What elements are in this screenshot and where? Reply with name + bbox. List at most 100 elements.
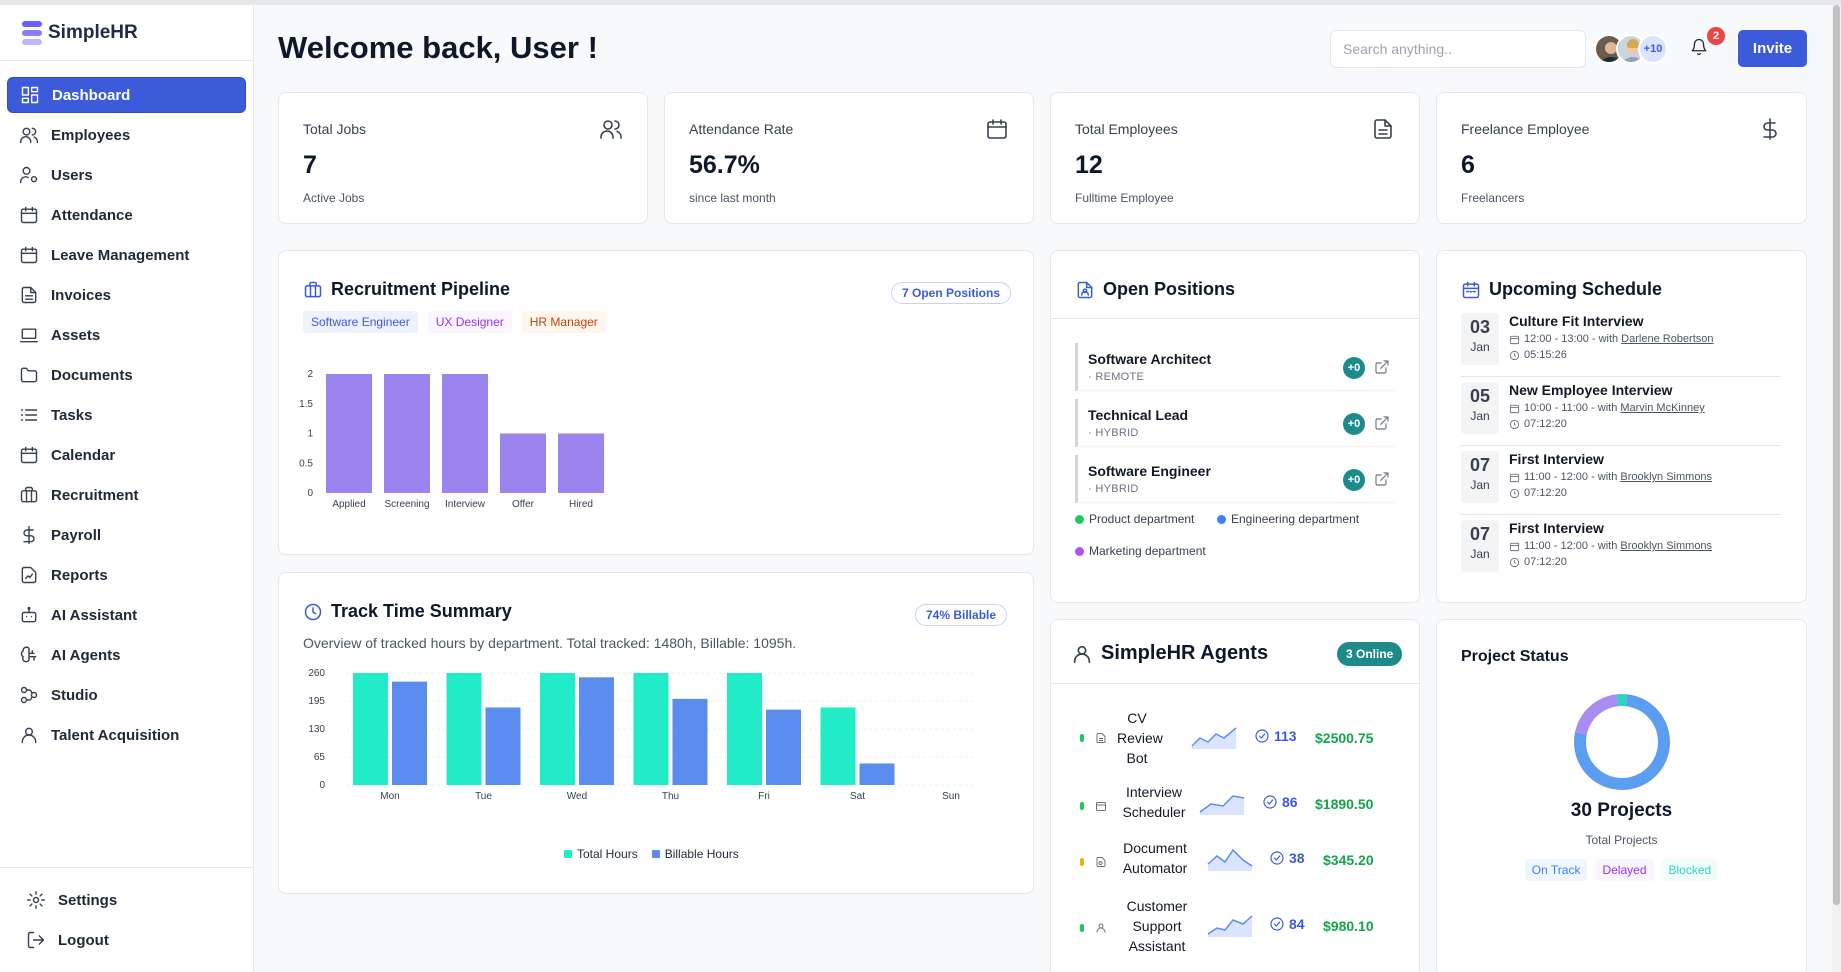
clock-icon: [1509, 557, 1520, 567]
clock-icon: [1509, 488, 1520, 498]
bot-icon: [21, 606, 37, 623]
bar-billable-hours-mon[interactable]: [392, 681, 427, 785]
sidebar-item-users[interactable]: Users: [7, 157, 246, 193]
status-tag-on-track[interactable]: On Track: [1524, 859, 1588, 881]
sidebar-item-employees[interactable]: Employees: [7, 117, 246, 153]
position-title: Software Architect: [1088, 351, 1212, 367]
legend-swatch: [651, 850, 660, 858]
sidebar-item-ai-agents[interactable]: AI Agents: [7, 637, 246, 673]
briefcase-icon: [20, 486, 38, 503]
bar-interview[interactable]: [442, 374, 488, 493]
bar-total-hours-thu[interactable]: [633, 673, 669, 785]
bar-billable-hours-fri[interactable]: [766, 709, 801, 785]
bar-applied[interactable]: [326, 374, 372, 493]
agent-status-dot: [1080, 802, 1084, 810]
users-icon: [19, 127, 39, 144]
recruitment-pipeline-card: Recruitment Pipeline 7 Open Positions So…: [278, 250, 1034, 555]
sidebar-item-logout[interactable]: Logout: [18, 922, 254, 958]
sidebar-item-dashboard[interactable]: Dashboard: [7, 77, 246, 113]
schedule-event[interactable]: 03 Jan Culture Fit Interview 12:00 - 13:0…: [1461, 309, 1781, 377]
notifications-button[interactable]: 2: [1690, 27, 1725, 62]
sidebar-item-payroll[interactable]: Payroll: [7, 517, 246, 553]
role-tag[interactable]: Software Engineer: [303, 311, 418, 333]
stat-card-freelance-employee: Freelance Employee 6 Freelancers: [1436, 92, 1807, 224]
external-link-icon[interactable]: [1374, 415, 1390, 431]
sidebar-item-talent-acquisition[interactable]: Talent Acquisition: [7, 717, 246, 753]
schedule-event[interactable]: 05 Jan New Employee Interview 10:00 - 11:…: [1461, 378, 1781, 446]
bar-offer[interactable]: [500, 433, 546, 494]
event-remaining: 05:15:26: [1524, 349, 1567, 361]
search-input[interactable]: [1330, 30, 1586, 68]
agent-row-cv-review-bot[interactable]: CV Review Bot 113 $2500.75: [1051, 708, 1419, 768]
briefcase-icon: [304, 281, 322, 297]
sidebar-item-attendance[interactable]: Attendance: [7, 197, 246, 233]
sidebar-item-label: Attendance: [51, 206, 133, 224]
bar-hired[interactable]: [558, 433, 604, 494]
bar-total-hours-wed[interactable]: [540, 673, 575, 785]
bar-total-hours-sat[interactable]: [820, 707, 856, 785]
schedule-event[interactable]: 07 Jan First Interview 11:00 - 12:00 - wi…: [1461, 447, 1781, 515]
bar-total-hours-tue[interactable]: [446, 673, 482, 785]
position-item[interactable]: Software Engineer · HYBRID +0: [1075, 455, 1395, 503]
agent-row-document-automator[interactable]: Document Automator 38 $345.20: [1051, 838, 1419, 898]
invite-button[interactable]: Invite: [1738, 30, 1807, 67]
position-item[interactable]: Technical Lead · HYBRID +0: [1075, 399, 1395, 447]
bar-total-hours-mon[interactable]: [353, 673, 388, 785]
sidebar-item-settings[interactable]: Settings: [18, 882, 254, 918]
agent-row-customer-support-assistant[interactable]: Customer Support Assistant 84 $980.10: [1051, 896, 1419, 956]
event-person-link[interactable]: Darlene Robertson: [1621, 333, 1714, 345]
brand[interactable]: SimpleHR: [0, 5, 253, 61]
sidebar-item-leave-management[interactable]: Leave Management: [7, 237, 246, 273]
bar-screening[interactable]: [384, 374, 430, 493]
external-link-icon[interactable]: [1374, 359, 1390, 375]
status-tag-blocked[interactable]: Blocked: [1661, 859, 1719, 881]
sidebar-item-label: Employees: [51, 126, 131, 144]
role-tag[interactable]: UX Designer: [427, 311, 512, 333]
sidebar-item-assets[interactable]: Assets: [7, 317, 246, 353]
sidebar-bottom: Settings Logout: [0, 867, 254, 962]
donut-slice-delayed[interactable]: [1575, 694, 1619, 735]
external-link-icon[interactable]: [1374, 471, 1390, 487]
department-dot: [1217, 514, 1226, 524]
donut-slice-on-track[interactable]: [1574, 694, 1670, 790]
department-dot: [1075, 514, 1084, 524]
sidebar-item-documents[interactable]: Documents: [7, 357, 246, 393]
status-tag-delayed[interactable]: Delayed: [1595, 859, 1654, 881]
agent-sparkline: [1199, 795, 1245, 815]
role-tag[interactable]: HR Manager: [521, 311, 606, 333]
schedule-event[interactable]: 07 Jan First Interview 11:00 - 12:00 - wi…: [1461, 516, 1781, 584]
sidebar-item-invoices[interactable]: Invoices: [7, 277, 246, 313]
agent-row-interview-scheduler[interactable]: Interview Scheduler 86 $1890.50: [1051, 782, 1419, 842]
avatar-more-count[interactable]: +10: [1638, 34, 1668, 64]
legend-label: Billable Hours: [664, 847, 739, 861]
x-tick-label: Applied: [332, 499, 365, 510]
position-item[interactable]: Software Architect · REMOTE +0: [1075, 343, 1395, 391]
sidebar-item-studio[interactable]: Studio: [7, 677, 246, 713]
event-person-link[interactable]: Brooklyn Simmons: [1620, 540, 1713, 552]
bar-billable-hours-tue[interactable]: [485, 707, 521, 785]
agent-amount: $1890.50: [1315, 796, 1374, 812]
sidebar-item-calendar[interactable]: Calendar: [7, 437, 246, 473]
event-person-link[interactable]: Marvin McKinney: [1620, 402, 1705, 414]
event-title: New Employee Interview: [1509, 382, 1673, 398]
sidebar-item-tasks[interactable]: Tasks: [7, 397, 246, 433]
agent-amount: $2500.75: [1315, 730, 1374, 746]
bar-billable-hours-thu[interactable]: [672, 698, 708, 785]
agent-sparkline: [1207, 848, 1253, 871]
avatar-group[interactable]: +10: [1594, 34, 1668, 64]
track-time-bar-chart: 0 65 130 195 260 Mon Tue Wed Thu Fri Sat Sun: [308, 668, 979, 802]
sidebar-item-recruitment[interactable]: Recruitment: [7, 477, 246, 513]
department-name: Marketing department: [1089, 544, 1206, 558]
bar-billable-hours-sat[interactable]: [859, 763, 895, 785]
bar-total-hours-fri[interactable]: [727, 673, 762, 785]
card-header: SimpleHR Agents 3 Online: [1051, 620, 1419, 684]
avatar[interactable]: [1594, 34, 1624, 64]
page-scrollbar[interactable]: [1832, 5, 1841, 972]
bar-billable-hours-wed[interactable]: [579, 677, 614, 785]
calendar-icon: [1509, 542, 1520, 551]
sidebar-item-reports[interactable]: Reports: [7, 557, 246, 593]
sidebar-item-ai-assistant[interactable]: AI Assistant: [7, 597, 246, 633]
event-title: Culture Fit Interview: [1509, 313, 1644, 329]
scrollbar-thumb[interactable]: [1833, 5, 1840, 905]
event-person-link[interactable]: Brooklyn Simmons: [1620, 471, 1713, 483]
